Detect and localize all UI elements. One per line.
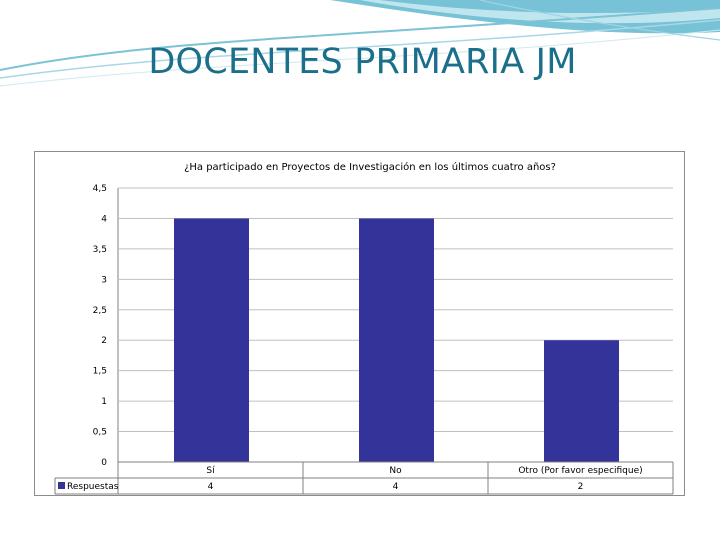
category-label: Sí bbox=[206, 466, 215, 476]
chart-title: ¿Ha participado en Proyectos de Investig… bbox=[184, 161, 556, 173]
table-value: 4 bbox=[393, 482, 399, 492]
y-tick-label: 4 bbox=[101, 214, 107, 224]
bar bbox=[174, 218, 249, 462]
header-swoosh-decoration bbox=[0, 0, 720, 87]
y-tick-label: 2,5 bbox=[93, 306, 107, 316]
legend-label-respuestas: Respuestas bbox=[67, 482, 119, 492]
y-tick-label: 1,5 bbox=[93, 367, 107, 377]
table-value: 4 bbox=[208, 482, 214, 492]
legend-swatch bbox=[58, 482, 65, 489]
y-tick-label: 2 bbox=[101, 336, 107, 346]
bar bbox=[544, 340, 619, 462]
chart-frame: ¿Ha participado en Proyectos de Investig… bbox=[34, 151, 685, 496]
y-tick-label: 3 bbox=[101, 275, 107, 285]
slide-title: DOCENTES PRIMARIA JM bbox=[148, 42, 577, 82]
y-tick-label: 3,5 bbox=[93, 245, 107, 255]
y-tick-label: 4,5 bbox=[93, 184, 107, 194]
table-value: 2 bbox=[578, 482, 584, 492]
y-tick-label: 0 bbox=[101, 458, 107, 468]
bar-chart: ¿Ha participado en Proyectos de Investig… bbox=[54, 161, 674, 495]
category-label: Otro (Por favor especifique) bbox=[518, 466, 642, 476]
category-label: No bbox=[389, 466, 402, 476]
y-tick-label: 0,5 bbox=[93, 428, 107, 438]
y-tick-label: 1 bbox=[101, 397, 107, 407]
bar bbox=[359, 218, 434, 462]
